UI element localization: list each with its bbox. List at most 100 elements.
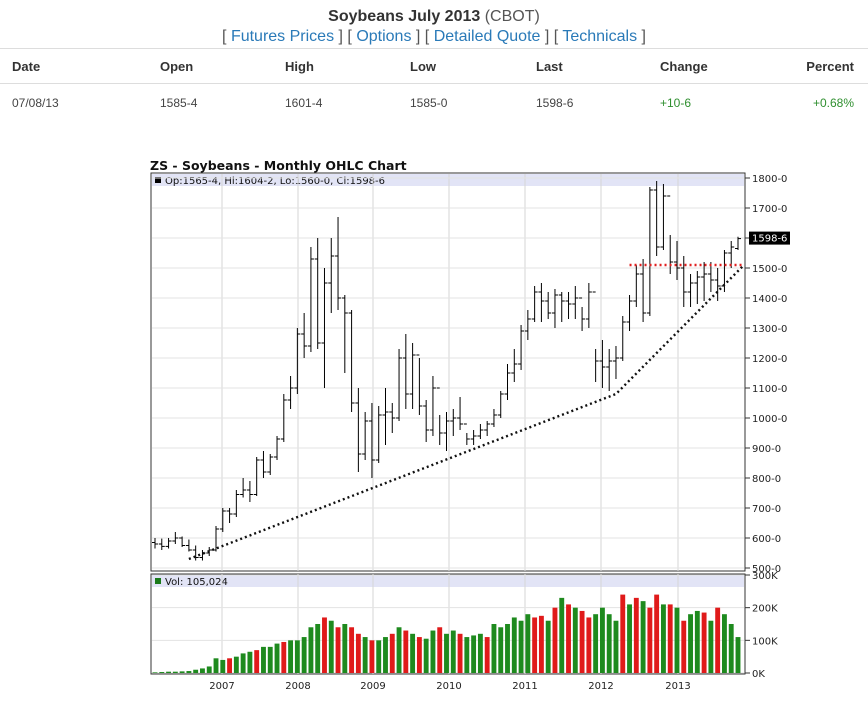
ohlc-bar — [328, 238, 335, 313]
options-link[interactable]: Options — [356, 28, 412, 45]
detailed-quote-link[interactable]: Detailed Quote — [433, 28, 541, 45]
x-tick-label: 2009 — [360, 681, 385, 692]
volume-bar — [477, 633, 483, 673]
volume-tick-label: 100K — [752, 636, 778, 647]
ohlc-bar — [348, 310, 355, 412]
ohlc-chart: ZS - Soybeans - Monthly OHLC Chart Op:15… — [148, 156, 868, 696]
price-tick-label: 700-0 — [752, 504, 781, 515]
ohlc-bar — [165, 538, 172, 549]
volume-bar — [654, 594, 660, 673]
quote-header-row: Date Open High Low Last Change Percent — [0, 48, 868, 84]
cell-low: 1585-0 — [410, 96, 448, 110]
price-tick-label: 500-0 — [752, 564, 781, 575]
volume-bar — [410, 633, 416, 673]
ohlc-bar — [701, 262, 708, 301]
ohlc-bar — [646, 187, 653, 316]
volume-bar — [708, 620, 714, 673]
volume-bar — [281, 641, 287, 673]
ohlc-bar — [653, 181, 660, 256]
x-tick-label: 2011 — [512, 681, 537, 692]
chart-title: ZS - Soybeans - Monthly OHLC Chart — [150, 158, 407, 173]
price-tick-label: 1500-0 — [752, 264, 787, 275]
volume-marker — [155, 578, 161, 584]
ohlc-bar — [551, 289, 558, 328]
volume-bar — [525, 614, 531, 673]
volume-bar — [159, 672, 165, 673]
ohlc-bar — [402, 334, 409, 409]
ohlc-bar — [301, 313, 308, 358]
cell-high: 1601-4 — [285, 96, 323, 110]
ohlc-bar — [667, 195, 674, 274]
volume-bar — [688, 614, 693, 673]
ohlc-bar — [640, 259, 647, 322]
volume-bar — [606, 614, 612, 673]
volume-bar — [613, 620, 619, 673]
x-tick-label: 2008 — [285, 681, 310, 692]
col-low: Low — [410, 48, 536, 84]
cell-open: 1585-4 — [160, 96, 198, 110]
ohlc-bar — [267, 454, 274, 475]
volume-bar — [484, 637, 490, 673]
volume-bar — [572, 607, 578, 673]
ohlc-bar — [321, 268, 328, 388]
ohlc-bar — [490, 409, 497, 427]
volume-bar — [715, 607, 721, 673]
ohlc-label-band — [152, 174, 744, 186]
ohlc-bar — [240, 478, 247, 498]
ohlc-bar — [457, 397, 464, 430]
ohlc-bar — [287, 376, 294, 409]
volume-bar — [620, 594, 626, 673]
ohlc-bar — [396, 349, 403, 421]
col-percent: Percent — [805, 48, 868, 84]
volume-bars — [152, 594, 741, 673]
ohlc-bar — [246, 481, 253, 502]
ohlc-bar — [572, 286, 579, 319]
ohlc-bar — [423, 400, 430, 442]
ohlc-bar — [450, 409, 457, 436]
x-tick-label: 2013 — [665, 681, 690, 692]
volume-bar — [315, 624, 321, 673]
volume-bar — [389, 633, 395, 673]
volume-bar — [437, 627, 443, 673]
ohlc-bar — [185, 539, 192, 552]
volume-bar — [172, 671, 178, 673]
volume-bar — [559, 597, 565, 673]
cell-change: +10-6 — [660, 96, 692, 110]
volume-bar — [335, 627, 341, 673]
ohlc-bar — [274, 436, 281, 460]
futures-prices-link[interactable]: Futures Prices — [230, 28, 335, 45]
ohlc-bar — [192, 545, 199, 561]
volume-bar — [152, 672, 158, 673]
ohlc-bar — [477, 424, 484, 439]
volume-bar — [349, 627, 355, 673]
ohlc-bar — [680, 256, 687, 307]
ohlc-bar — [673, 241, 680, 280]
ohlc-bar — [518, 325, 525, 370]
ohlc-bar — [687, 274, 694, 307]
volume-bar — [593, 614, 599, 673]
ohlc-marker — [155, 177, 161, 183]
volume-bar — [186, 671, 192, 673]
x-tick-label: 2010 — [436, 681, 461, 692]
volume-bar — [254, 650, 260, 673]
ohlc-bar — [633, 265, 640, 307]
ohlc-bar — [429, 376, 436, 436]
technicals-link[interactable]: Technicals — [562, 28, 638, 45]
price-tick-label: 1400-0 — [752, 294, 787, 305]
ohlc-bar — [280, 394, 287, 442]
volume-bar — [444, 633, 449, 673]
ohlc-bar — [307, 247, 314, 352]
ohlc-bar — [707, 262, 714, 292]
ohlc-bar — [226, 508, 233, 523]
volume-bar — [532, 617, 538, 673]
volume-bar — [206, 666, 212, 673]
volume-bar — [667, 604, 673, 673]
cell-date: 07/08/13 — [12, 96, 59, 110]
exchange-label: (CBOT) — [484, 8, 540, 25]
volume-tick-label: 200K — [752, 604, 778, 615]
volume-bar — [674, 607, 680, 673]
trendlines — [188, 263, 745, 561]
ohlc-bar — [436, 387, 443, 445]
price-tick-label: 1000-0 — [752, 414, 787, 425]
volume-bar — [701, 612, 707, 673]
